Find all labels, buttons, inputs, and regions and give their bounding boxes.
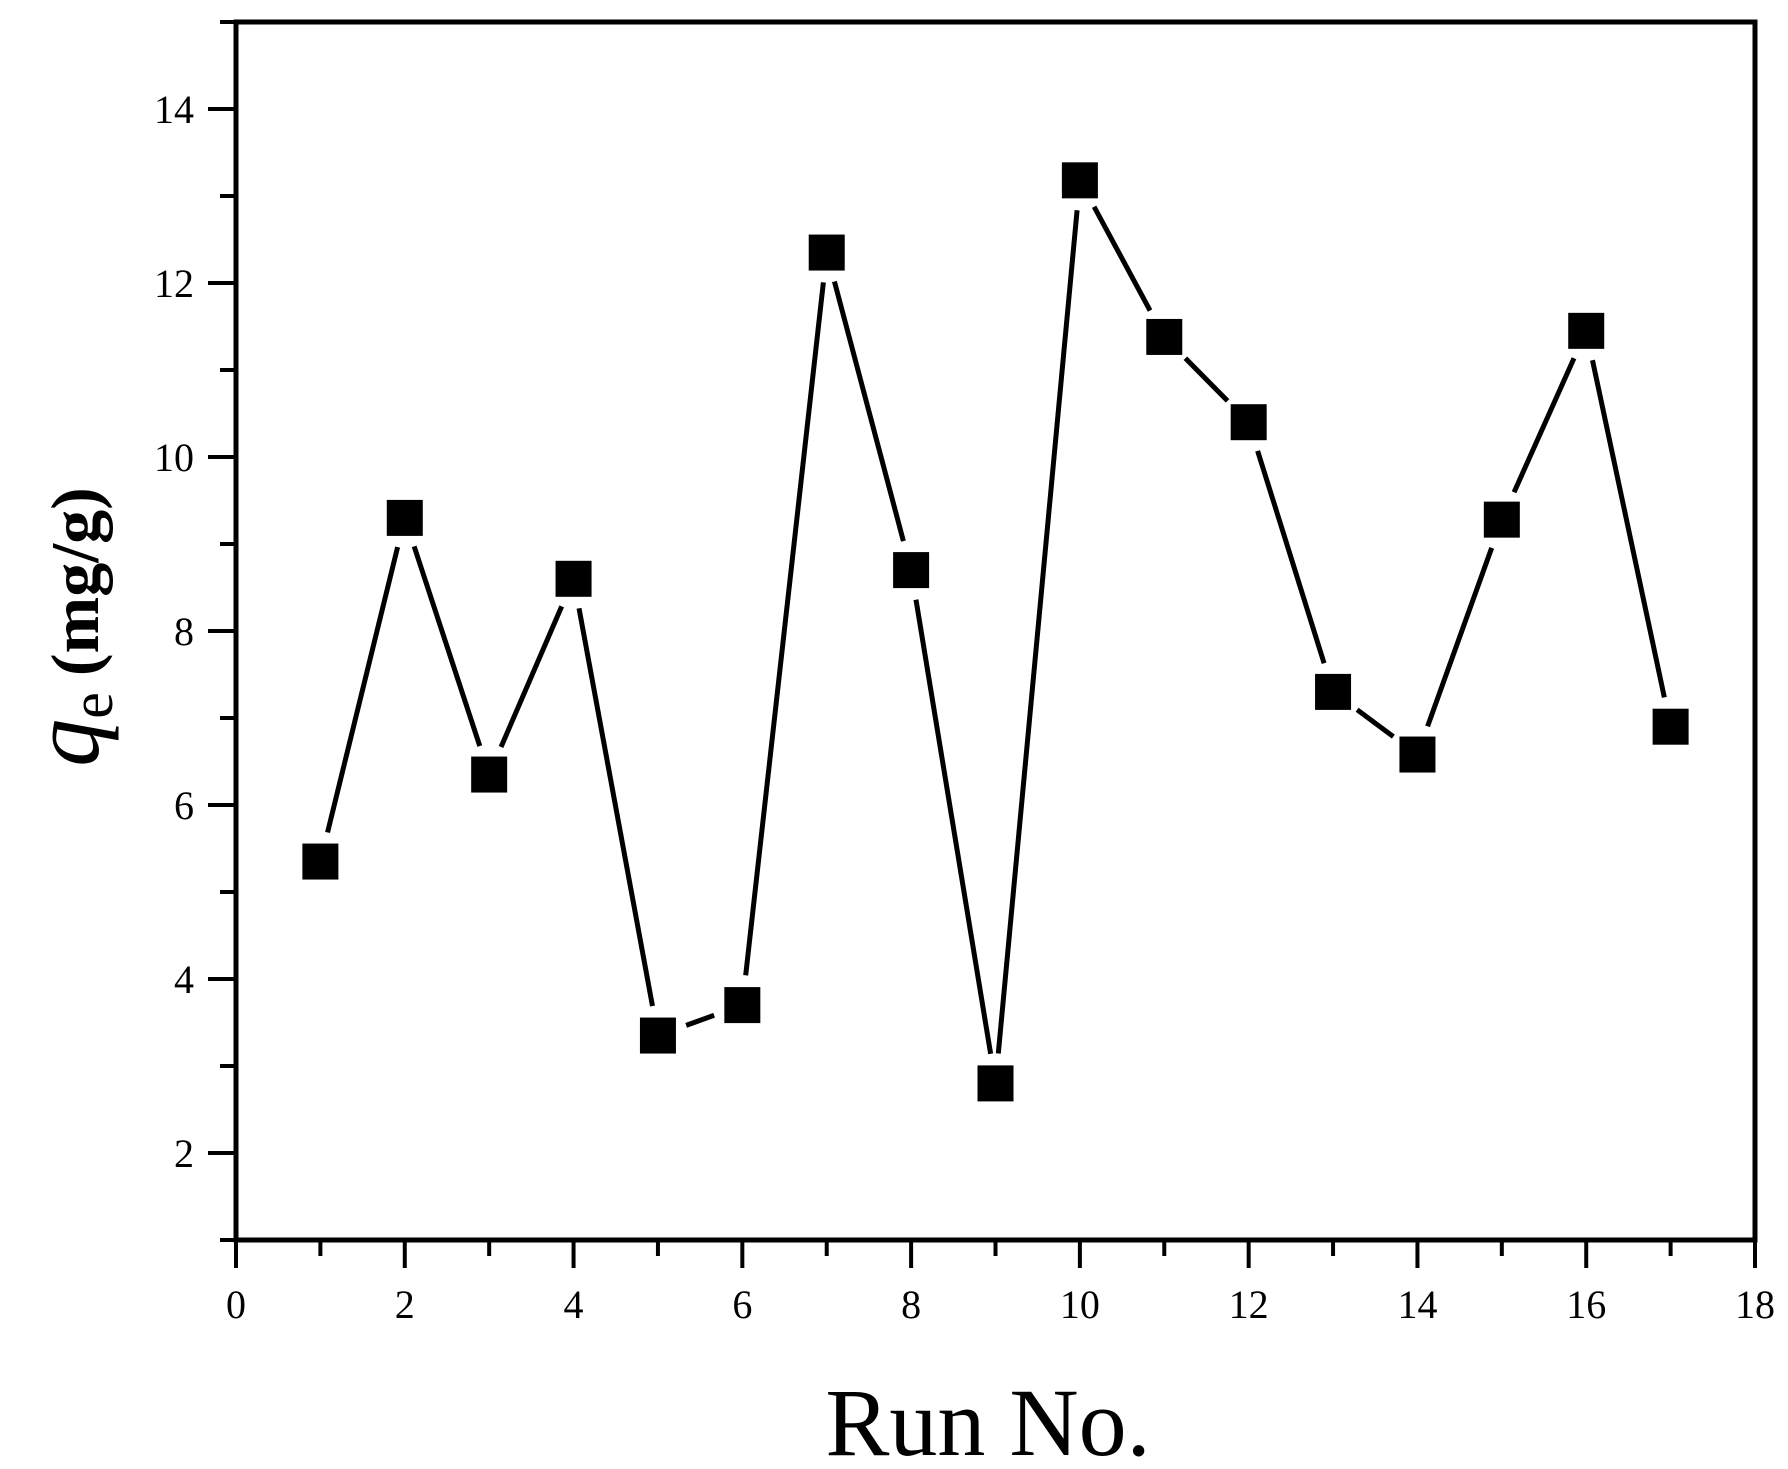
y-tick-label: 4	[174, 957, 194, 1002]
series-line-segment	[325, 546, 401, 834]
y-tick-label: 10	[154, 435, 194, 480]
series-line-segment	[1091, 205, 1153, 312]
x-tick-label: 2	[395, 1282, 415, 1327]
plot-frame	[233, 19, 1758, 1243]
y-axis: 2 4 6 8 10 12 14	[154, 20, 236, 1242]
series-line-segment	[411, 545, 483, 747]
series-line-segment	[1511, 357, 1577, 494]
series-line-segment	[832, 280, 906, 542]
data-point	[1399, 736, 1436, 773]
data-point	[1652, 708, 1689, 745]
x-tick-label: 14	[1397, 1282, 1437, 1327]
y-tick-label: 12	[154, 261, 194, 306]
data-point	[1146, 318, 1183, 355]
series-line-segment	[1255, 450, 1327, 665]
series-line-segment	[1425, 547, 1495, 728]
data-point	[1230, 404, 1267, 441]
x-axis-title: Run No.	[825, 1369, 1150, 1469]
x-tick-label: 8	[901, 1282, 921, 1327]
x-tick-label: 6	[732, 1282, 752, 1327]
series	[302, 162, 1689, 1102]
series-line-segment	[576, 607, 655, 1007]
x-tick-label: 10	[1060, 1282, 1100, 1327]
series-line-segment	[1590, 359, 1667, 698]
data-point	[977, 1065, 1014, 1102]
series-line-segment	[743, 282, 826, 976]
data-point	[1568, 312, 1605, 349]
series-line-segment	[913, 599, 994, 1055]
data-point	[471, 756, 508, 793]
data-point	[1483, 501, 1520, 538]
y-axis-title-subscript: e	[59, 692, 125, 719]
data-point	[555, 560, 592, 597]
series-line-segment	[1355, 707, 1395, 739]
data-point	[893, 552, 930, 589]
y-tick-label: 14	[154, 87, 194, 132]
y-tick-label: 8	[174, 609, 194, 654]
y-tick-label: 6	[174, 783, 194, 828]
x-tick-label: 0	[226, 1282, 246, 1327]
series-line-segment	[498, 605, 564, 748]
x-tick-label: 12	[1229, 1282, 1269, 1327]
x-tick-label: 16	[1566, 1282, 1606, 1327]
y-axis-title: qe (mg/g)	[12, 487, 125, 766]
y-axis-title-symbol: q	[12, 719, 119, 767]
y-axis-title-unit: (mg/g)	[37, 487, 113, 676]
series-line-segment	[1183, 356, 1230, 403]
data-point	[1061, 162, 1098, 199]
y-tick-label: 2	[174, 1131, 194, 1176]
x-axis: 0 2 4 6 8 10 12 14 16 18	[226, 1240, 1775, 1327]
data-point	[808, 234, 845, 271]
data-point	[302, 843, 339, 880]
series-line-segment	[995, 209, 1080, 1054]
data-point	[724, 987, 761, 1024]
data-point	[1315, 673, 1352, 710]
x-tick-label: 4	[564, 1282, 584, 1327]
data-point	[639, 1017, 676, 1054]
x-tick-label: 18	[1735, 1282, 1775, 1327]
data-point	[386, 499, 423, 536]
series-line-segment	[685, 1012, 715, 1028]
